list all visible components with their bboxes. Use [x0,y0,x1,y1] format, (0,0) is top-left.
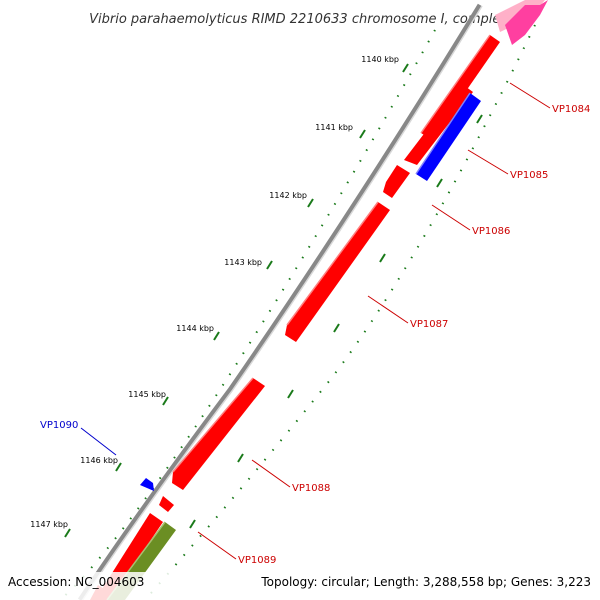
backbone [77,3,483,600]
scale-label: 1144 kbp [176,324,214,333]
gene-label-vp1084: VP1084 [552,104,590,115]
accession-text: Accession: NC_004603 [8,575,144,589]
cds-vp1085-red [404,84,473,165]
gene-label-vp1088: VP1088 [292,483,330,494]
gene-label-vp1085: VP1085 [510,170,548,181]
leader-lines [80,82,551,560]
scale-label: 1140 kbp [361,55,399,64]
summary-text: Topology: circular; Length: 3,288,558 bp… [260,575,591,589]
scale-label: 1146 kbp [80,456,118,465]
scale-label: 1141 kbp [315,123,353,132]
scale-labels: 1140 kbp 1141 kbp 1142 kbp 1143 kbp 1144… [30,55,399,529]
map-title: Vibrio parahaemolyticus RIMD 2210633 chr… [89,12,530,27]
outer-tick-track [59,29,436,600]
cds-vp1088 [172,378,265,490]
scale-label: 1143 kbp [224,258,262,267]
blue-feature-track [140,92,481,491]
cds-vp1089 [159,496,174,512]
gene-label-vp1087: VP1087 [410,319,448,330]
pink-feature-track [495,0,548,45]
gene-label-vp1086: VP1086 [472,226,510,237]
major-ticks [64,63,483,538]
scale-label: 1147 kbp [30,520,68,529]
scale-label: 1142 kbp [269,191,307,200]
cds-vp1086 [383,165,410,198]
gene-label-vp1089: VP1089 [238,555,276,566]
cds-vp1087 [285,202,390,342]
gene-labels: VP1084 VP1085 VP1086 VP1087 VP1088 VP108… [40,104,590,566]
cds-track [90,34,500,600]
cds-vp1085-blue [416,93,481,181]
scale-label: 1145 kbp [128,390,166,399]
cds-vp1090 [140,478,154,491]
inner-tick-track [144,24,536,600]
gene-label-vp1090: VP1090 [40,420,78,431]
